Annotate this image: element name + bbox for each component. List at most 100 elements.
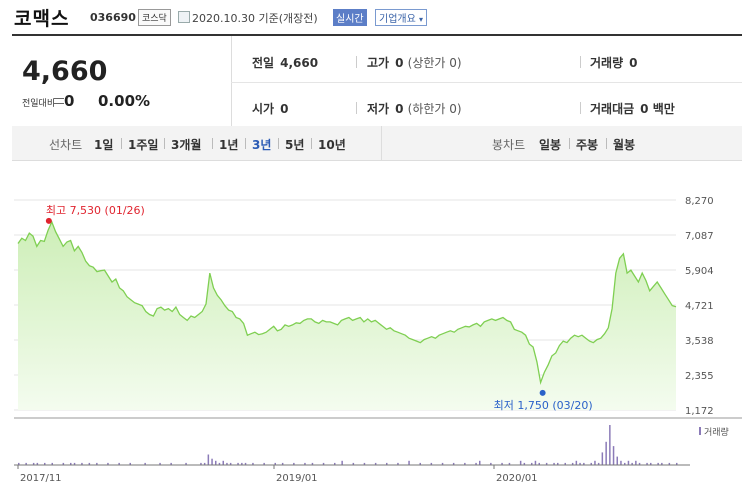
volume-bar [36,462,39,465]
company-info-label: 기업개요 [379,14,416,25]
prev-close: 전일 4,660 [252,54,318,71]
volume-bar [129,462,131,465]
low-label: 저가 [367,102,390,116]
x-tick-label: 2017/11 [20,473,62,484]
tab-weekly-candle[interactable]: 주봉 [576,138,599,152]
y-tick-label: 8,270 [685,196,714,207]
tab-5y[interactable]: 5년 [285,138,305,152]
volume-bar [464,462,466,465]
tab-3y[interactable]: 3년 [252,138,272,152]
volume-bar [441,462,444,465]
price-area [18,221,676,410]
realtime-button[interactable]: 실시간 [333,9,367,26]
prev-close-value: 4,660 [280,56,319,70]
volume-bar [616,456,618,465]
volume-bar [170,462,172,465]
tab-10y[interactable]: 10년 [318,138,346,152]
volume-bar [545,462,548,465]
open-label: 시가 [252,102,275,116]
volume-bar [18,462,20,465]
change-label: 전일대비 [22,99,56,109]
volume-bar [222,460,224,465]
x-tick-label: 2020/01 [496,473,538,484]
volume-bar [237,462,239,465]
volume-bar [508,462,511,465]
tab-1y[interactable]: 1년 [219,138,239,152]
volume-value: 0 [629,56,638,70]
day-low: 저가 0 (하한가 0) [367,100,462,117]
volume-bar [185,462,187,465]
volume-bar [304,462,306,465]
volume-bar [579,462,581,465]
low-value: 0 [395,102,404,116]
volume-bar [661,462,663,465]
volume-bar [281,462,284,465]
high-value: 0 [395,56,404,70]
divider [245,138,246,149]
volume-bar [624,462,626,465]
low-limit: (하한가 0) [407,102,462,116]
divider [121,138,122,149]
company-info-dropdown[interactable]: 기업개요 ▾ [375,9,428,26]
y-tick-label: 5,904 [685,266,714,277]
calendar-icon [178,11,190,23]
prev-close-label: 전일 [252,56,275,70]
tab-1w[interactable]: 1주일 [128,138,159,152]
volume-bar [341,460,343,465]
y-tick-label: 2,355 [685,371,714,382]
volume-bar [159,462,161,465]
volume-bar [144,462,146,465]
divider [311,138,312,149]
trade-value-label: 거래대금 [590,102,635,116]
volume-bar [475,462,477,465]
volume-bar [107,462,109,465]
volume-bar [25,462,27,465]
trade-value: 거래대금 0 백만 [590,100,675,117]
volume-bar [81,462,83,465]
volume-bar [490,462,492,465]
volume-bar [531,462,533,465]
volume-bar [564,462,566,465]
volume-bar [203,462,206,465]
low-annotation: 최저 1,750 (03/20) [494,399,593,412]
tab-3m[interactable]: 3개월 [171,138,202,152]
volume-bar [207,454,210,465]
tab-daily-candle[interactable]: 일봉 [539,138,562,152]
volume-bar [631,462,633,465]
volume-bar [73,462,76,465]
no-change-icon [54,98,64,104]
volume-bar [479,460,481,465]
market-badge: 코스닥 [138,9,171,26]
volume-bar [590,462,592,465]
volume-bar [519,460,522,465]
y-tick-label: 1,172 [685,406,714,417]
volume-legend-icon [699,427,701,435]
volume-bar [334,462,336,465]
volume-bar [650,462,652,465]
volume-bar [553,462,555,465]
volume-bar [386,462,388,465]
change-percent: 0.00% [98,92,151,110]
volume-bar [612,446,615,465]
volume-bar [583,462,585,465]
volume-bar [252,462,254,465]
divider [278,138,279,149]
volume-bar [200,462,202,465]
volume-bar [32,462,35,465]
volume-bar [215,460,217,465]
quote-summary: 4,660 전일대비 0 0.00% 전일 4,660 고가 0 (상한가 0) 거… [12,34,742,129]
volume-bar [575,460,578,465]
volume-bar [244,462,247,465]
tab-1d[interactable]: 1일 [94,138,114,152]
volume-bar [638,462,641,465]
divider [164,138,165,149]
volume-bar [322,462,325,465]
volume-bar [430,462,433,465]
tab-monthly-candle[interactable]: 월봉 [613,138,636,152]
volume-bar [676,462,678,465]
volume-bar [229,462,232,465]
chevron-down-icon: ▾ [419,15,424,24]
volume-bar [609,425,611,465]
volume-bar [668,462,671,465]
volume-bar [538,462,540,465]
